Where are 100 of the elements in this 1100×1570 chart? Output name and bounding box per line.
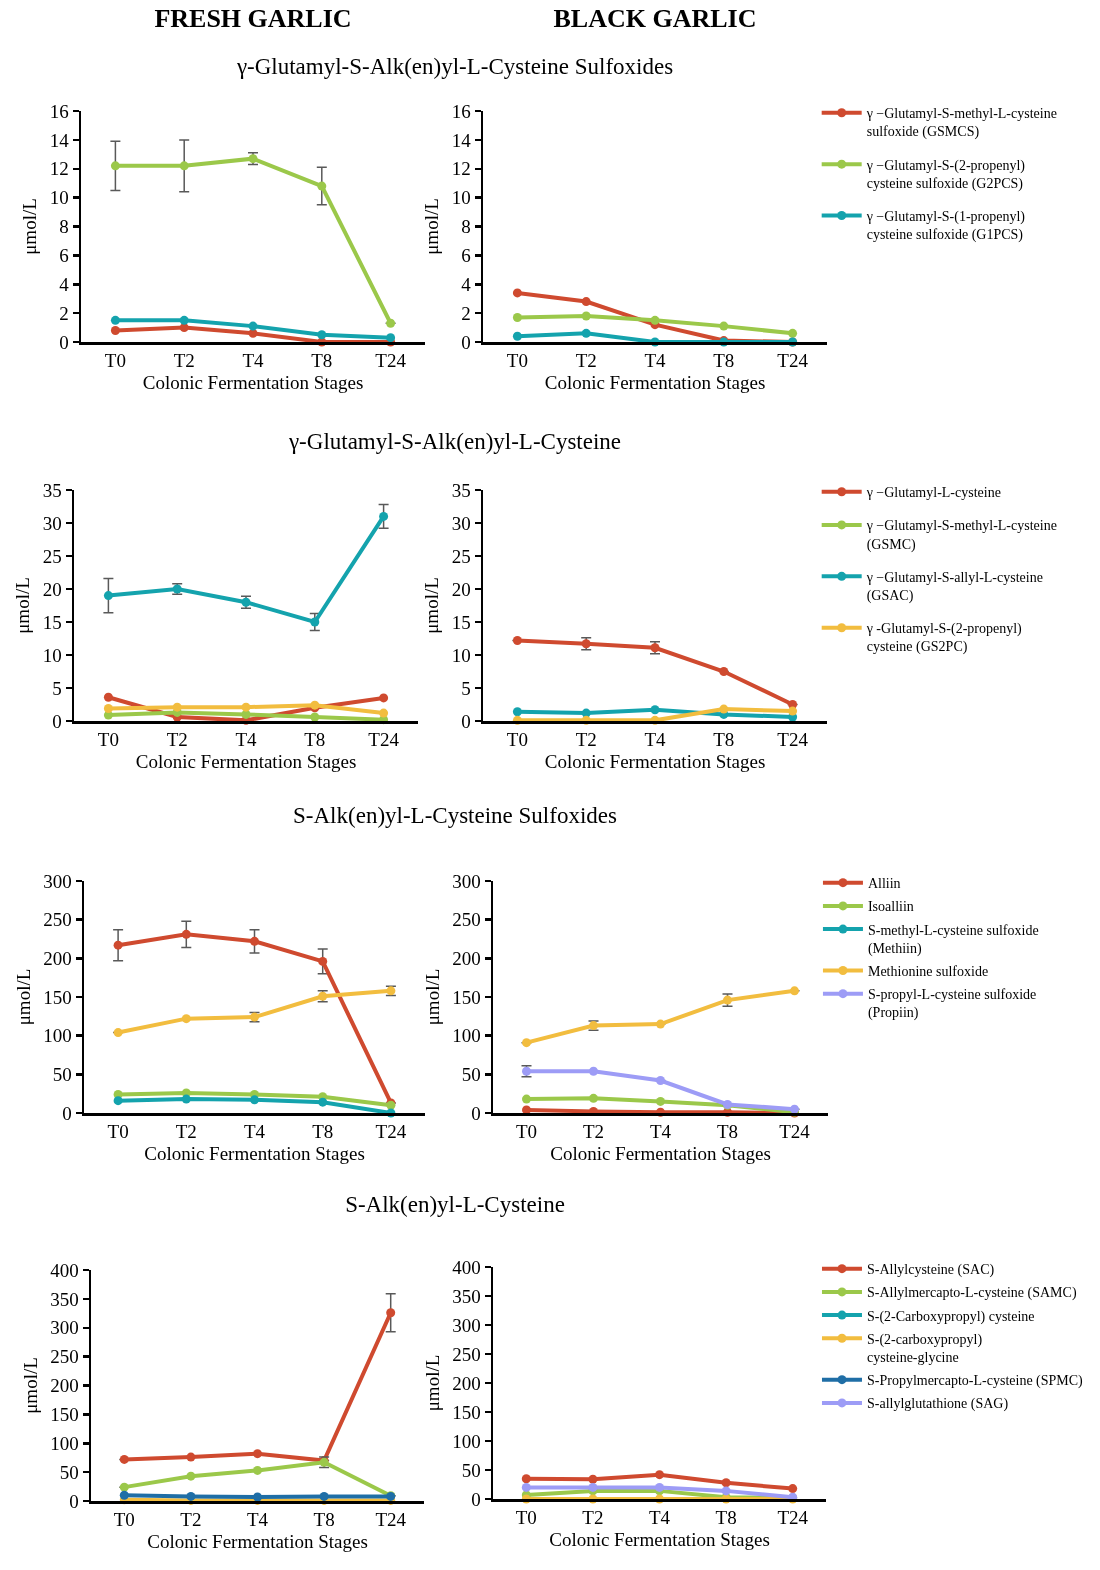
y-tick-label: 6 (59, 245, 69, 267)
y-axis-title: μmol/L (12, 968, 34, 1026)
y-tick-label: 4 (461, 273, 472, 295)
y-tick-label: 0 (59, 331, 69, 353)
y-axis-title: μmol/L (421, 198, 443, 255)
legend-label: S-Allylmercapto-L-cysteine (SAMC) (866, 1285, 1077, 1302)
y-tick-label: 0 (461, 331, 471, 353)
x-tick-label: T4 (648, 1507, 671, 1529)
y-tick-label: 20 (42, 578, 62, 600)
x-tick-label: T8 (313, 1509, 335, 1531)
x-tick-label: T0 (515, 1121, 538, 1143)
y-tick-label: 300 (452, 870, 481, 892)
y-tick-label: 150 (452, 1401, 481, 1423)
y-tick-label: 250 (452, 1343, 481, 1365)
x-tick-label: T2 (175, 1121, 197, 1143)
y-tick-label: 16 (49, 100, 69, 122)
x-tick-label: T2 (166, 729, 188, 751)
y-tick-label: 150 (50, 1404, 79, 1426)
y-tick-label: 25 (451, 545, 471, 567)
y-tick-label: 0 (471, 1102, 481, 1124)
x-axis-title: Colonic Fermentation Stages (550, 1143, 771, 1165)
legend-label: S-Propylmercapto-L-cysteine (SPMC) (866, 1373, 1084, 1390)
y-tick-label: 250 (452, 909, 481, 931)
chart-subtitle: S-Alk(en)yl-L-Cysteine (344, 1192, 566, 1218)
x-axis-title: Colonic Fermentation Stages (544, 751, 766, 773)
y-tick-label: 150 (452, 986, 481, 1008)
y-axis-title: μmol/L (421, 968, 443, 1026)
y-axis-title: μmol/L (19, 1357, 41, 1414)
y-tick-label: 100 (50, 1432, 79, 1454)
x-tick-label: T2 (575, 729, 597, 751)
x-axis-title: Colonic Fermentation Stages (147, 1531, 368, 1553)
y-tick-label: 0 (461, 710, 471, 732)
x-tick-label: T0 (506, 350, 528, 372)
y-tick-label: 20 (451, 578, 471, 600)
x-tick-label: T0 (113, 1509, 135, 1531)
x-tick-label: T0 (515, 1507, 537, 1529)
y-tick-label: 100 (452, 1430, 481, 1452)
legend-label: Isoalliin (867, 899, 914, 915)
x-tick-label: T2 (180, 1509, 202, 1531)
y-tick-label: 50 (59, 1461, 79, 1483)
y-tick-label: 5 (461, 677, 471, 699)
y-tick-label: 150 (43, 986, 72, 1008)
y-axis-title: μmol/L (19, 198, 41, 255)
x-tick-label: T0 (107, 1121, 129, 1143)
x-tick-label: T8 (304, 729, 326, 751)
x-tick-label: T24 (777, 350, 809, 372)
legend-label: S-(2-Carboxypropyl) cysteine (866, 1308, 1035, 1325)
y-tick-label: 10 (451, 644, 471, 666)
y-tick-label: 14 (49, 129, 70, 151)
x-tick-label: T8 (713, 729, 735, 751)
y-tick-label: 30 (42, 512, 62, 534)
y-tick-label: 15 (451, 611, 471, 633)
x-tick-label: T24 (375, 1121, 407, 1143)
x-tick-label: T2 (582, 1507, 604, 1529)
legend-label: γ -Glutamyl-S-(2-propenyl) cysteine (GS2PC) (865, 621, 1023, 656)
x-tick-label: T24 (779, 1121, 811, 1143)
chart-subtitle: γ-Glutamyl-S-Alk(en)yl-L-Cysteine (287, 429, 623, 455)
y-tick-label: 8 (59, 216, 69, 238)
legend-label: Alliin (867, 876, 901, 892)
x-tick-label: T4 (243, 1121, 266, 1143)
y-tick-label: 0 (52, 710, 62, 732)
x-tick-label: T8 (716, 1121, 739, 1143)
chart-subtitle: S-Alk(en)yl-L-Cysteine Sulfoxides (292, 803, 618, 829)
y-tick-label: 50 (461, 1063, 481, 1085)
legend-label: γ −Glutamyl-L-cysteine (865, 485, 1001, 501)
x-tick-label: T4 (235, 729, 258, 751)
y-tick-label: 400 (452, 1256, 481, 1278)
legend-label: γ −Glutamyl-S-allyl-L-cysteine (GSAC) (865, 569, 1043, 604)
y-tick-label: 250 (50, 1346, 79, 1368)
x-tick-label: T8 (713, 350, 735, 372)
x-axis-title: Colonic Fermentation Stages (144, 1143, 365, 1165)
legend-label: γ −Glutamyl-S-methyl-L-cysteine (GSMC) (865, 518, 1057, 553)
y-tick-label: 0 (69, 1490, 79, 1512)
y-tick-label: 350 (50, 1288, 79, 1310)
y-tick-label: 200 (452, 1372, 481, 1394)
legend-label: S-propyl-L-cysteine sulfoxide (Propiin) (867, 987, 1037, 1022)
y-tick-label: 200 (452, 947, 481, 969)
x-tick-label: T4 (242, 350, 265, 372)
x-tick-label: T0 (506, 729, 528, 751)
x-tick-label: T4 (246, 1509, 269, 1531)
x-axis-title: Colonic Fermentation Stages (549, 1529, 770, 1551)
y-tick-label: 10 (451, 187, 471, 209)
y-tick-label: 2 (461, 302, 471, 324)
x-tick-label: T24 (777, 1507, 809, 1529)
y-tick-label: 30 (451, 512, 471, 534)
y-tick-label: 0 (62, 1102, 72, 1124)
y-tick-label: 16 (451, 100, 471, 122)
y-axis-title: μmol/L (421, 577, 443, 634)
y-tick-label: 35 (451, 479, 471, 501)
legend-label: S-Allylcysteine (SAC) (866, 1262, 995, 1279)
x-tick-label: T24 (375, 350, 407, 372)
x-tick-label: T0 (97, 729, 119, 751)
chart-title: FRESH GARLIC (153, 4, 353, 34)
y-tick-label: 12 (451, 158, 471, 180)
y-tick-label: 25 (42, 545, 62, 567)
x-tick-label: T8 (715, 1507, 737, 1529)
y-tick-label: 100 (452, 1025, 481, 1047)
y-tick-label: 10 (49, 187, 69, 209)
y-tick-label: 4 (59, 273, 70, 295)
x-axis-title: Colonic Fermentation Stages (135, 751, 357, 773)
